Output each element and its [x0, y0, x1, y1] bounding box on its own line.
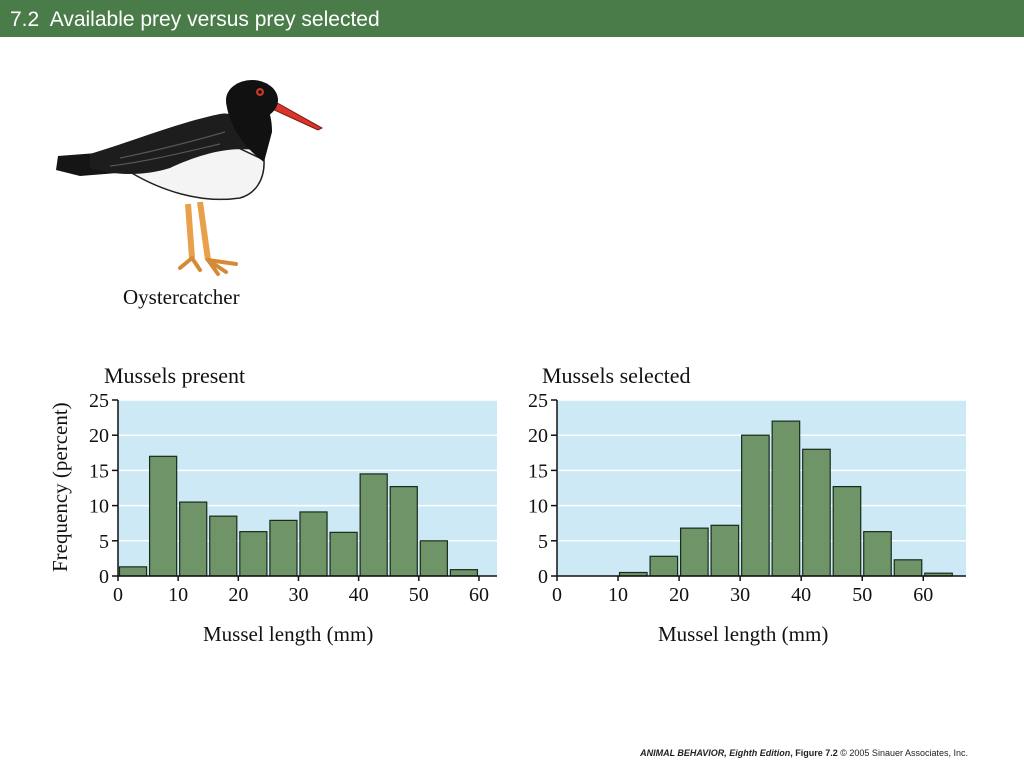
y-tick-label: 5: [538, 531, 548, 553]
bar-present-40: [359, 473, 388, 577]
x-tick-label: 20: [228, 584, 248, 606]
y-tick-label: 20: [89, 425, 109, 447]
chart-mussels-present: 0 5 10 15 20 25 0 10 20 30 40 50 60: [89, 390, 497, 606]
figure-credit: ANIMAL BEHAVIOR, Eighth Edition, Figure …: [640, 748, 968, 758]
y-tick-label: 0: [99, 566, 109, 588]
bar-present-5: [148, 455, 178, 577]
bar-selected-15: [649, 555, 679, 577]
illustration-caption: Oystercatcher: [123, 285, 240, 309]
bar-present-50: [419, 540, 448, 577]
book-title: ANIMAL BEHAVIOR, Eighth Edition: [640, 748, 791, 758]
y-tick-label: 15: [89, 460, 109, 482]
x-tick-label: 10: [168, 584, 188, 606]
bar-present-15: [209, 515, 238, 577]
bar-selected-25: [710, 524, 740, 577]
chart-mussels-selected: 0 5 10 15 20 25 0 10 20 30 40 50 60: [528, 390, 966, 606]
y-tick-label: 5: [99, 531, 109, 553]
bar-present-55: [449, 569, 479, 577]
x-tick-label: 30: [288, 584, 308, 606]
bar-present-45: [389, 485, 418, 577]
x-tick-label: 0: [113, 584, 123, 606]
x-tick-label: 50: [852, 584, 872, 606]
figure-number: , Figure 7.2: [790, 748, 838, 758]
bar-selected-50: [863, 531, 892, 577]
x-axis-label-selected: Mussel length (mm): [658, 622, 829, 646]
bar-present-10: [179, 501, 208, 577]
chart-title-present: Mussels present: [104, 363, 246, 388]
oystercatcher-icon: [56, 80, 324, 276]
bar-selected-40: [802, 448, 831, 577]
y-tick-label: 10: [89, 496, 109, 518]
bar-selected-45: [832, 485, 862, 577]
copyright: © 2005 Sinauer Associates, Inc.: [837, 748, 968, 758]
x-tick-label: 50: [409, 584, 429, 606]
y-tick-label: 25: [528, 390, 548, 412]
x-tick-label: 40: [791, 584, 811, 606]
x-tick-label: 40: [349, 584, 369, 606]
bar-selected-20: [679, 527, 709, 577]
y-tick-label: 10: [528, 496, 548, 518]
oystercatcher-illustration: [50, 72, 340, 312]
chart-title-selected: Mussels selected: [542, 363, 691, 388]
bar-present-20: [239, 531, 268, 577]
slide-title-bar: 7.2 Available prey versus prey selected: [0, 0, 1024, 37]
x-tick-label: 10: [608, 584, 628, 606]
y-tick-label: 15: [528, 460, 548, 482]
bar-present-35: [329, 531, 358, 577]
x-tick-label: 20: [669, 584, 689, 606]
slide-title: 7.2 Available prey versus prey selected: [10, 8, 380, 31]
bar-present-25: [269, 519, 298, 577]
bar-present-0: [118, 566, 148, 577]
x-tick-label: 0: [552, 584, 562, 606]
x-tick-label: 60: [913, 584, 933, 606]
bar-present-30: [299, 511, 328, 577]
y-tick-label: 20: [528, 425, 548, 447]
y-tick-label: 0: [538, 566, 548, 588]
y-tick-label: 25: [89, 390, 109, 412]
bar-selected-30: [741, 434, 770, 577]
x-axis-label-present: Mussel length (mm): [203, 622, 374, 646]
x-tick-label: 30: [730, 584, 750, 606]
x-tick-label: 60: [469, 584, 489, 606]
bar-selected-55: [893, 559, 923, 577]
bar-selected-35: [771, 420, 801, 577]
